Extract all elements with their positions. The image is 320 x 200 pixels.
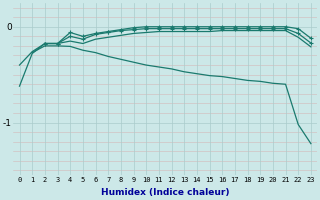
X-axis label: Humidex (Indice chaleur): Humidex (Indice chaleur) xyxy=(101,188,229,197)
